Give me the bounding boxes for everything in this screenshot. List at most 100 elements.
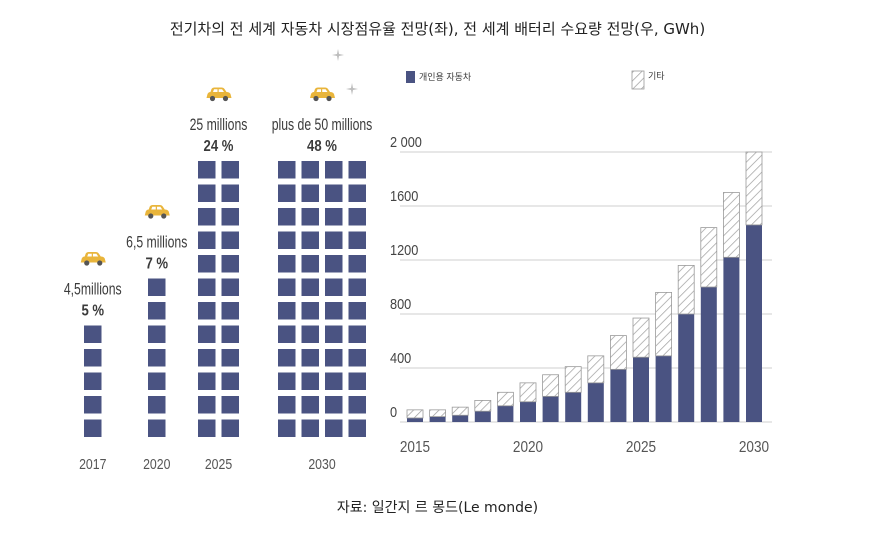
battery-demand-chart: 0 400 800 1200 1600 2 000 2015 2020 2025 2030 — [390, 133, 772, 456]
x-tick-label: 2030 — [739, 439, 769, 456]
page-title: 전기차의 전 세계 자동차 시장점유율 전망(좌), 전 세계 배터리 수요량 … — [169, 20, 706, 38]
share-block — [278, 255, 296, 273]
share-block — [198, 325, 216, 343]
legend-swatch-private-cars — [406, 71, 415, 83]
legend-label-other: 기타 — [648, 71, 665, 81]
share-block — [278, 419, 296, 437]
car-icon — [144, 205, 170, 219]
y-tick-label: 2 000 — [390, 133, 422, 150]
bar-other — [519, 382, 537, 403]
share-block — [221, 255, 239, 273]
share-block — [148, 372, 166, 390]
chart-legend: 개인용 자동차 기타 — [406, 70, 665, 90]
share-block — [198, 208, 216, 226]
share-block — [221, 325, 239, 343]
share-block — [198, 349, 216, 367]
share-block — [301, 396, 319, 414]
share-block — [278, 184, 296, 202]
share-block — [278, 396, 296, 414]
share-block — [301, 231, 319, 249]
share-block — [278, 278, 296, 296]
y-tick-label: 0 — [390, 403, 397, 420]
share-label: 5 % — [81, 302, 104, 319]
share-block — [325, 325, 343, 343]
share-block — [301, 278, 319, 296]
bar-private-cars — [700, 287, 717, 422]
bar-other — [542, 374, 559, 397]
bar-private-cars — [655, 355, 672, 422]
share-block — [348, 302, 366, 320]
share-block — [325, 161, 343, 179]
bar-other — [632, 317, 650, 358]
share-block — [301, 325, 319, 343]
share-block — [221, 396, 239, 414]
car-icon — [206, 87, 232, 102]
bar-private-cars — [678, 314, 695, 422]
y-tick-label: 400 — [390, 349, 411, 366]
share-block — [348, 325, 366, 343]
share-label: 7 % — [145, 255, 168, 272]
share-block — [325, 372, 343, 390]
share-block — [301, 349, 319, 367]
share-block — [84, 419, 102, 437]
share-block — [278, 161, 296, 179]
share-block — [325, 208, 343, 226]
share-block — [148, 396, 166, 414]
share-block — [221, 349, 239, 367]
share-block — [348, 372, 366, 390]
share-block — [198, 419, 216, 437]
bar-private-cars — [407, 417, 423, 422]
share-block — [148, 325, 166, 343]
source-note: 자료: 일간지 르 몽드(Le monde) — [336, 500, 539, 516]
share-block — [84, 325, 102, 343]
share-block — [221, 302, 239, 320]
share-block — [348, 208, 366, 226]
bar-other — [723, 192, 740, 258]
legend-swatch-other — [631, 70, 645, 90]
share-block — [348, 349, 366, 367]
x-tick-label: 2015 — [400, 439, 430, 456]
share-block — [148, 302, 166, 320]
share-block — [325, 302, 343, 320]
bar-private-cars — [520, 401, 536, 422]
bar-other — [406, 409, 424, 419]
bar-private-cars — [542, 396, 559, 422]
share-block — [325, 396, 343, 414]
share-block — [198, 396, 216, 414]
share-block — [325, 349, 343, 367]
share-block — [198, 184, 216, 202]
share-block — [325, 184, 343, 202]
share-block — [348, 396, 366, 414]
car-icon — [310, 87, 335, 102]
share-block — [325, 231, 343, 249]
year-label: 2017 — [79, 456, 106, 472]
share-block — [325, 278, 343, 296]
bar-private-cars — [452, 415, 469, 422]
bar-other — [745, 151, 763, 226]
y-tick-label: 800 — [390, 295, 411, 312]
bar-private-cars — [497, 405, 514, 422]
share-block — [348, 278, 366, 296]
bar-private-cars — [723, 257, 740, 422]
bar-private-cars — [429, 416, 446, 422]
share-block — [221, 419, 239, 437]
share-block — [278, 349, 296, 367]
bar-private-cars — [610, 369, 627, 422]
volume-label: 25 millions — [190, 116, 248, 134]
bar-other — [677, 264, 695, 315]
share-block — [198, 278, 216, 296]
x-tick-label: 2025 — [626, 439, 656, 456]
share-block — [301, 302, 319, 320]
year-label: 2025 — [205, 456, 233, 472]
share-block — [84, 372, 102, 390]
x-tick-label: 2020 — [513, 439, 543, 456]
year-label: 2030 — [308, 456, 336, 472]
bar-other — [700, 227, 718, 288]
share-block — [301, 372, 319, 390]
share-block — [148, 419, 166, 437]
share-block — [301, 208, 319, 226]
share-block — [348, 184, 366, 202]
car-icon — [80, 252, 106, 266]
bar-other — [610, 335, 627, 370]
share-block — [148, 278, 166, 296]
